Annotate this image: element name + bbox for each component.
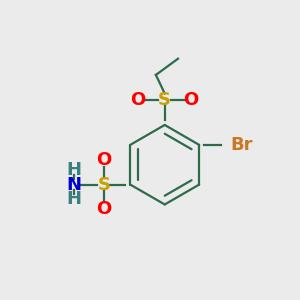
Text: O: O: [96, 152, 111, 169]
Text: O: O: [130, 91, 146, 109]
Text: N: N: [67, 176, 82, 194]
Text: H: H: [67, 190, 82, 208]
Text: H: H: [67, 161, 82, 179]
Text: S: S: [97, 176, 110, 194]
Text: Br: Br: [230, 136, 253, 154]
Text: O: O: [184, 91, 199, 109]
Text: O: O: [96, 200, 111, 218]
Text: S: S: [158, 91, 171, 109]
